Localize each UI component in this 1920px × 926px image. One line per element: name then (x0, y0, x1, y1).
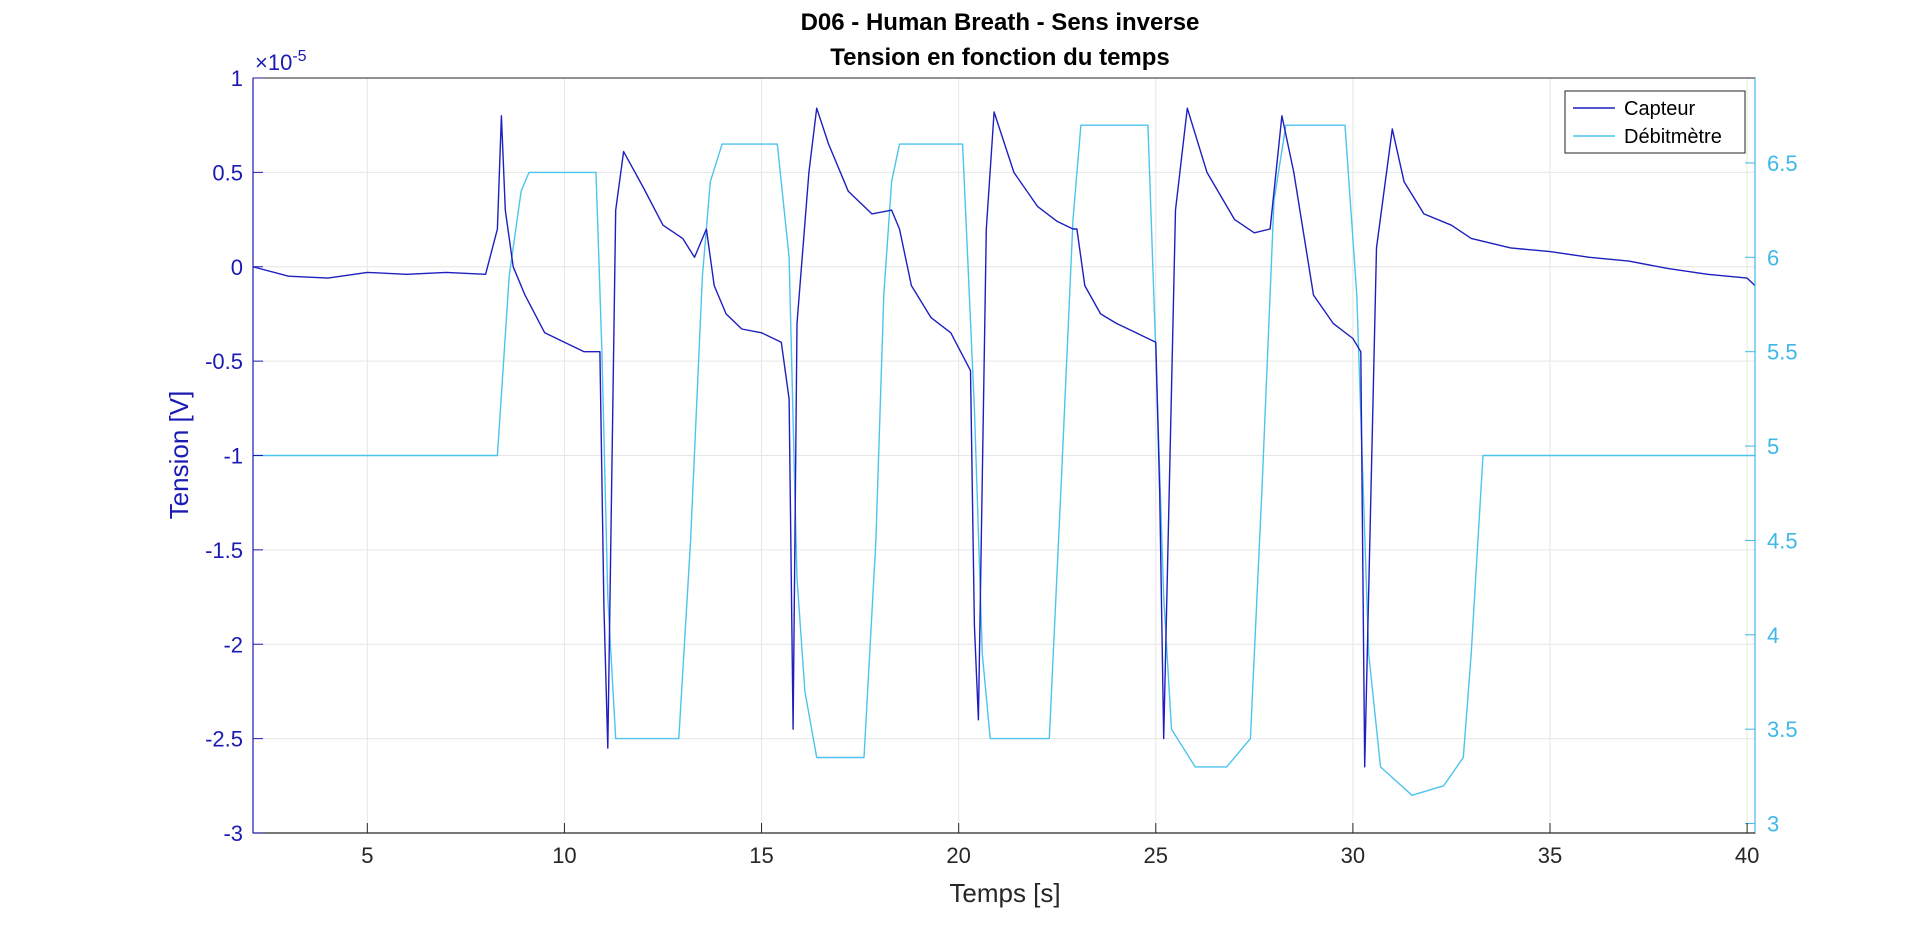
legend: Capteur Débitmètre (1564, 90, 1746, 154)
y-left-tick-label: 0.5 (212, 160, 243, 185)
y-right-tick-label: 4.5 (1767, 528, 1798, 553)
series-line-capteur (252, 107, 1756, 768)
y-left-tick-label: -1 (223, 444, 243, 469)
y-right-tick-label: 3 (1767, 812, 1779, 837)
y-right-tick-label: 6.5 (1767, 151, 1798, 176)
legend-label-debitmetre: Débitmètre (1624, 126, 1722, 148)
right-axis-ticks: 3 3.5 4 4.5 5 5.5 6 6.5 (1745, 151, 1798, 837)
y-left-tick-label: -2.5 (205, 727, 243, 752)
left-axis-ticks: -3 -2.5 -2 -1.5 -1 -0.5 0 0.5 1 (205, 66, 263, 846)
left-axis-exponent-base: ×10 (255, 50, 292, 75)
x-tick-label: 20 (946, 843, 970, 868)
x-tick-label: 25 (1144, 843, 1168, 868)
x-tick-label: 5 (361, 843, 373, 868)
y-right-tick-label: 6 (1767, 245, 1779, 270)
legend-box (1564, 90, 1746, 154)
y-left-tick-label: -2 (223, 632, 243, 657)
y-left-tick-label: -0.5 (205, 349, 243, 374)
left-axis-exponent-power: -5 (292, 48, 306, 65)
y-left-tick-label: -1.5 (205, 538, 243, 563)
legend-label-capteur: Capteur (1624, 98, 1695, 120)
y-left-tick-label: 1 (231, 66, 243, 91)
y-right-tick-label: 5 (1767, 434, 1779, 459)
x-tick-label: 15 (749, 843, 773, 868)
x-tick-label: 30 (1341, 843, 1365, 868)
series-line-debitmetre (253, 124, 1755, 796)
x-tick-label: 40 (1735, 843, 1759, 868)
chart-title: D06 - Human Breath - Sens inverse (801, 9, 1200, 36)
y-left-tick-label: 0 (231, 255, 243, 280)
x-tick-label: 10 (552, 843, 576, 868)
x-tick-label: 35 (1538, 843, 1562, 868)
x-axis-label: Temps [s] (949, 878, 1060, 908)
series-lines (252, 107, 1756, 796)
chart-subtitle: Tension en fonction du temps (830, 44, 1170, 71)
y-axis-label-left: Tension [V] (164, 391, 194, 520)
x-axis-ticks: 5 10 15 20 25 30 35 40 (361, 823, 1759, 868)
left-axis-exponent: ×10-5 (255, 48, 307, 75)
y-right-tick-label: 3.5 (1767, 717, 1798, 742)
y-right-tick-label: 4 (1767, 623, 1779, 648)
y-left-tick-label: -3 (223, 821, 243, 846)
y-right-tick-label: 5.5 (1767, 340, 1798, 365)
